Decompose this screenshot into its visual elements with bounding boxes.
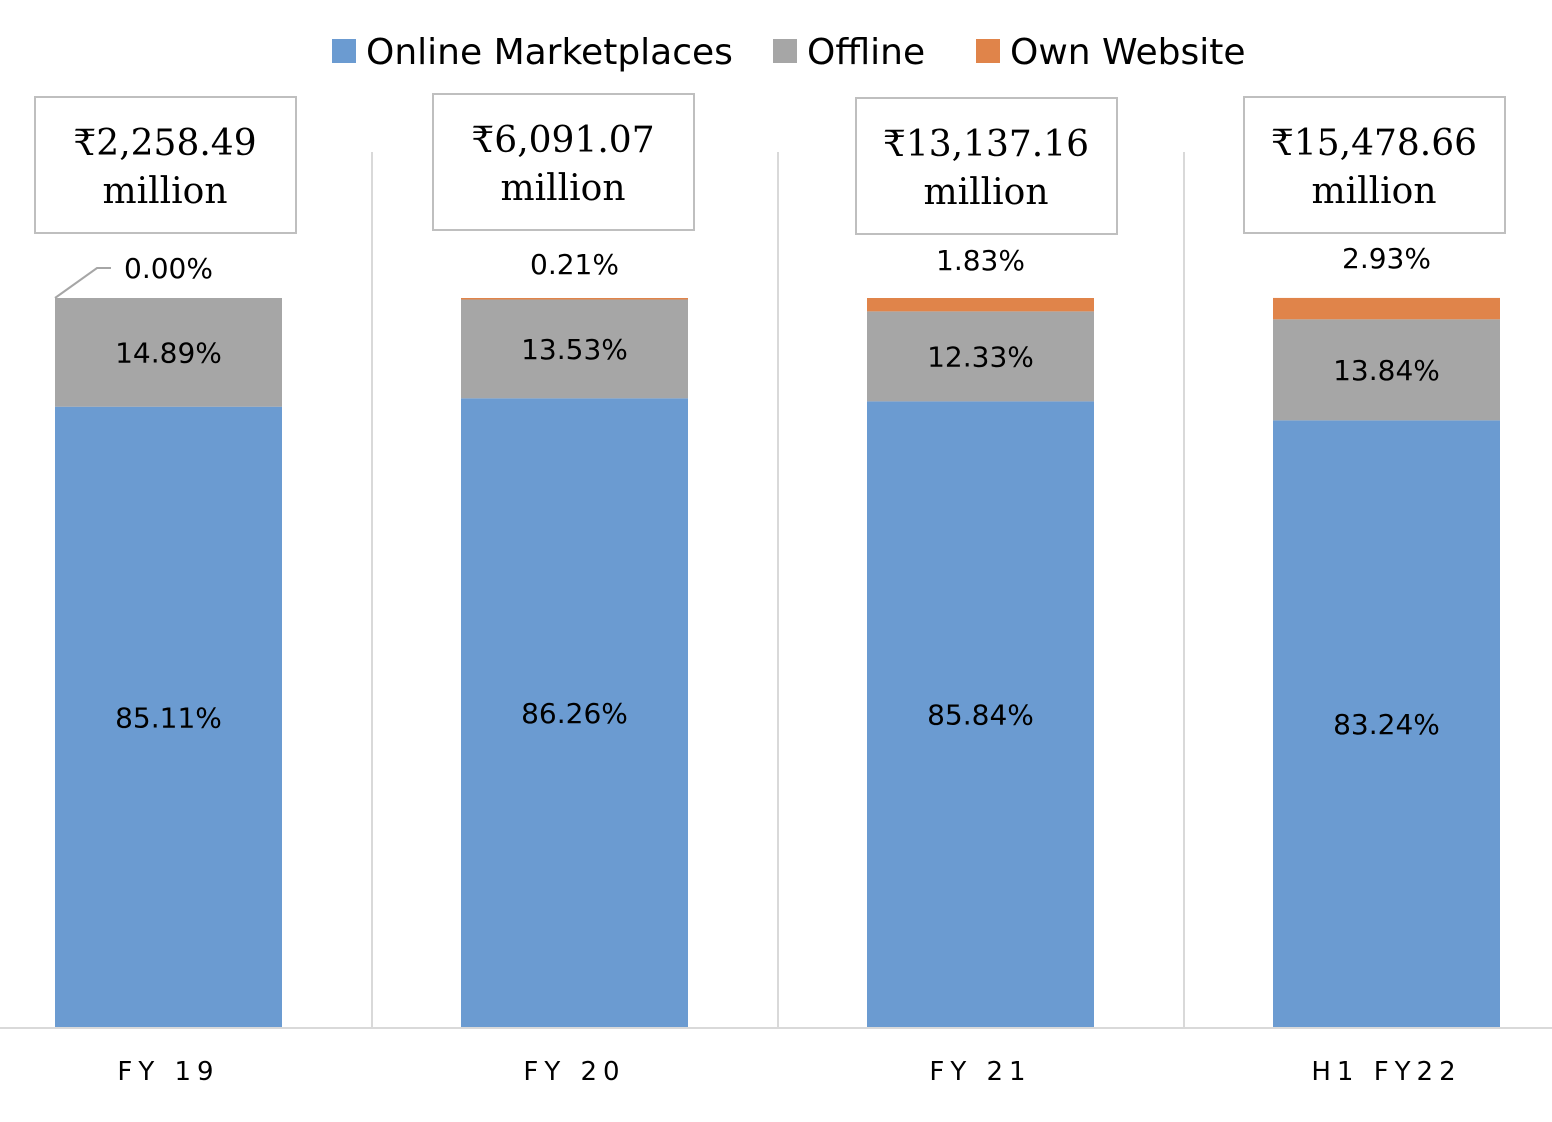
total-box <box>432 93 695 231</box>
data-label: 83.24% <box>1333 708 1440 741</box>
bars: 85.11% 14.89% 0.00% 86.26% 13.53% 0.21% 85.84%… <box>54 242 1500 1028</box>
data-label: 12.33% <box>927 340 1034 373</box>
total-amount: ₹13,137.16 <box>883 124 1089 165</box>
legend-label: Own Website <box>1010 32 1246 73</box>
bar-segment <box>461 298 688 300</box>
data-label: 13.84% <box>1333 354 1440 387</box>
total-amount: ₹6,091.07 <box>471 120 654 161</box>
bar-segment <box>1273 297 1500 320</box>
data-label: 85.84% <box>927 699 1034 732</box>
total-boxes: ₹2,258.49 million ₹6,091.07 million ₹13,137.… <box>34 93 1506 235</box>
data-label: 0.00% <box>124 252 213 285</box>
legend-swatch <box>976 39 1000 63</box>
total-unit: million <box>923 172 1048 213</box>
data-label: 13.53% <box>521 333 628 366</box>
bar-segment <box>867 298 1094 312</box>
data-label: 85.11% <box>115 701 222 734</box>
data-label: 1.83% <box>936 244 1025 277</box>
total-box <box>1243 96 1506 234</box>
legend-swatch <box>773 39 797 63</box>
bar-segment <box>461 398 688 1028</box>
bar-segment <box>867 311 1094 402</box>
category-label: FY 19 <box>117 1057 219 1087</box>
category-separators <box>371 152 1185 1028</box>
category-labels: FY 19 FY 20 FY 21 H1 FY22 <box>117 1057 1461 1087</box>
data-label: 0.21% <box>530 248 619 281</box>
category-label: FY 20 <box>523 1057 625 1087</box>
total-box <box>34 96 297 234</box>
total-unit: million <box>500 168 625 209</box>
total-amount: ₹15,478.66 <box>1271 123 1477 164</box>
category-label: FY 21 <box>929 1057 1031 1087</box>
bar-segment <box>55 406 282 1028</box>
legend: Online Marketplaces Offline Own Website <box>332 32 1246 73</box>
total-unit: million <box>1311 171 1436 212</box>
total-amount: ₹2,258.49 <box>73 123 256 164</box>
leader-line <box>54 267 111 299</box>
bar-segment <box>461 299 688 399</box>
bar-segment <box>1273 319 1500 421</box>
data-label: 2.93% <box>1342 242 1431 275</box>
legend-label: Online Marketplaces <box>366 32 733 73</box>
total-unit: million <box>102 171 227 212</box>
data-label: 14.89% <box>115 336 222 369</box>
bar-segment <box>1273 420 1500 1028</box>
bar-segment <box>55 298 282 407</box>
category-label: H1 FY22 <box>1311 1057 1461 1087</box>
legend-label: Offline <box>807 32 925 73</box>
bar-segment <box>867 401 1094 1028</box>
legend-swatch <box>332 39 356 63</box>
data-label: 86.26% <box>521 697 628 730</box>
total-box <box>855 97 1118 235</box>
